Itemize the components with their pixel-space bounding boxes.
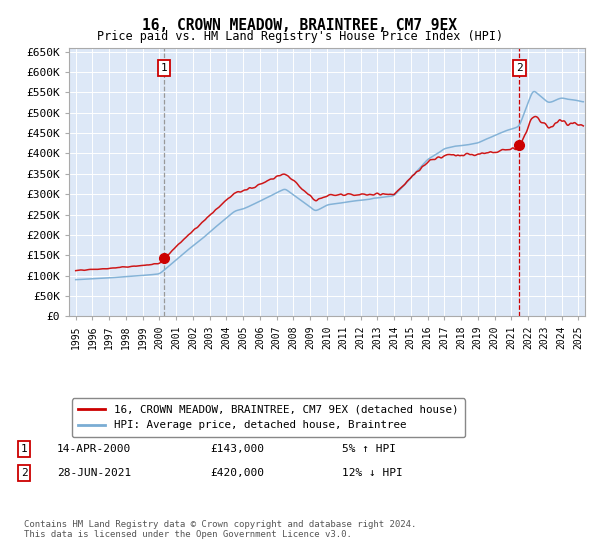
Text: Contains HM Land Registry data © Crown copyright and database right 2024.
This d: Contains HM Land Registry data © Crown c… xyxy=(24,520,416,539)
Text: 16, CROWN MEADOW, BRAINTREE, CM7 9EX: 16, CROWN MEADOW, BRAINTREE, CM7 9EX xyxy=(143,18,458,33)
Legend: 16, CROWN MEADOW, BRAINTREE, CM7 9EX (detached house), HPI: Average price, detac: 16, CROWN MEADOW, BRAINTREE, CM7 9EX (de… xyxy=(72,398,465,437)
Text: Price paid vs. HM Land Registry's House Price Index (HPI): Price paid vs. HM Land Registry's House … xyxy=(97,30,503,43)
Text: 1: 1 xyxy=(20,444,28,454)
Text: 2: 2 xyxy=(20,468,28,478)
Text: 2: 2 xyxy=(516,63,523,73)
Text: 12% ↓ HPI: 12% ↓ HPI xyxy=(342,468,403,478)
Text: 5% ↑ HPI: 5% ↑ HPI xyxy=(342,444,396,454)
Text: £420,000: £420,000 xyxy=(210,468,264,478)
Text: 14-APR-2000: 14-APR-2000 xyxy=(57,444,131,454)
Text: 1: 1 xyxy=(161,63,168,73)
Text: £143,000: £143,000 xyxy=(210,444,264,454)
Text: 28-JUN-2021: 28-JUN-2021 xyxy=(57,468,131,478)
